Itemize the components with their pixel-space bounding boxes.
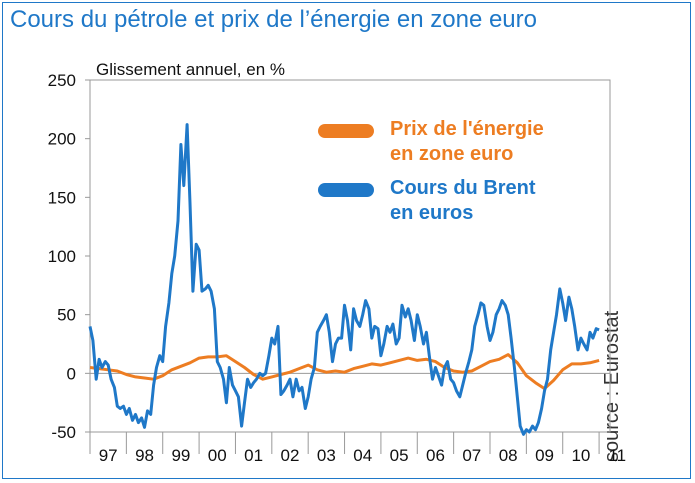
legend-swatch-brent xyxy=(318,183,374,197)
x-tick-label: 08 xyxy=(499,446,518,465)
series-line-energy-price xyxy=(89,353,600,391)
legend-swatch-energy xyxy=(318,124,374,138)
x-tick-label: 99 xyxy=(171,446,190,465)
y-tick-label: 250 xyxy=(48,71,76,90)
x-tick-label: 10 xyxy=(571,446,590,465)
x-tick-label: 04 xyxy=(353,446,372,465)
y-tick-label: 150 xyxy=(48,188,76,207)
chart-title: Cours du pétrole et prix de l’énergie en… xyxy=(10,6,537,33)
x-tick-label: 11 xyxy=(608,446,626,465)
y-tick-label: 200 xyxy=(48,130,76,149)
x-tick-label: 97 xyxy=(99,446,118,465)
y-tick-label: 100 xyxy=(48,247,76,266)
y-tick-label: -50 xyxy=(51,423,76,442)
legend-label: Cours du Brent xyxy=(390,177,536,199)
series-layer xyxy=(88,123,600,436)
legend-label: Prix de l'énergie xyxy=(390,118,544,140)
x-tick-label: 98 xyxy=(135,446,154,465)
x-tick-label: 00 xyxy=(208,446,227,465)
series-line-brent xyxy=(88,123,600,436)
x-tick-label: 09 xyxy=(535,446,554,465)
x-tick-label: 05 xyxy=(390,446,409,465)
x-tick-label: 03 xyxy=(317,446,336,465)
x-tick-label: 07 xyxy=(462,446,481,465)
y-tick-label: 0 xyxy=(67,364,76,383)
legend-label: en zone euro xyxy=(390,143,513,165)
x-tick-label: 06 xyxy=(426,446,445,465)
y-tick-label: 50 xyxy=(57,306,76,325)
legend-label: en euros xyxy=(390,202,473,224)
y-axis-subtitle: Glissement annuel, en % xyxy=(96,60,285,79)
chart-legend: Prix de l'énergie en zone euro Cours du Br… xyxy=(305,105,595,230)
x-tick-label: 02 xyxy=(281,446,300,465)
x-tick-label: 01 xyxy=(244,446,263,465)
